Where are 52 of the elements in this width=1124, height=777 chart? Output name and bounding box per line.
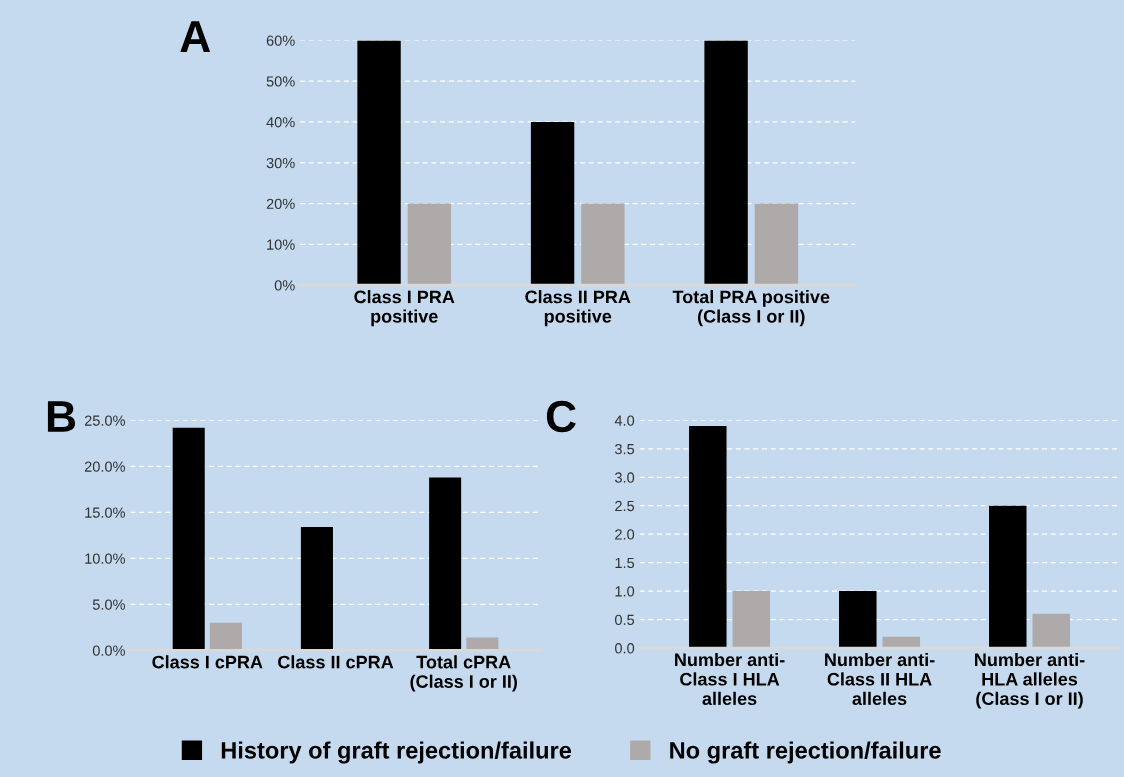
y-tick-label: 1.0: [615, 586, 635, 597]
x-tick-label: Class II cPRA: [278, 655, 394, 669]
x-tick-label: Number anti- Class I HLA alleles: [675, 652, 785, 706]
bar: [300, 527, 333, 651]
x-tick-label: Class I cPRA: [152, 655, 263, 669]
x-tick-label: Number anti- HLA alleles (Class I or II): [975, 652, 1085, 709]
bar: [839, 591, 877, 649]
bar: [466, 637, 499, 651]
legend-label: History of graft rejection/failure: [221, 741, 572, 764]
y-tick-label: 0.5: [614, 614, 635, 625]
y-tick-label: 5.0%: [92, 599, 126, 610]
x-tick-label: Class I PRA positive: [354, 290, 455, 327]
bar: [357, 40, 401, 286]
x-tick-label: Total cPRA (Class I or II): [410, 655, 518, 692]
y-tick-label: 40%: [266, 117, 295, 128]
bar: [530, 121, 575, 286]
chart-title: A: [180, 21, 211, 52]
x-tick-label: Class II PRA positive: [525, 290, 631, 327]
y-tick-label: 15.0%: [85, 507, 126, 518]
y-tick-label: 10%: [267, 239, 295, 250]
chart-title: B: [47, 401, 76, 432]
bar: [172, 427, 205, 651]
y-tick-label: 50%: [266, 76, 295, 87]
bar: [754, 203, 799, 286]
bar: [689, 426, 727, 649]
y-tick-label: 3.5: [614, 443, 635, 455]
y-tick-label: 60%: [266, 35, 295, 46]
y-tick-label: 20%: [266, 198, 295, 209]
bar: [989, 505, 1027, 649]
y-tick-label: 0%: [274, 280, 295, 291]
y-tick-label: 4.0: [614, 415, 635, 426]
y-tick-label: 20.0%: [84, 461, 126, 472]
y-tick-label: 30%: [266, 157, 295, 169]
y-tick-label: 0.0%: [92, 645, 126, 656]
legend-label: No graft rejection/failure: [670, 741, 941, 764]
y-tick-label: 25.0%: [84, 415, 126, 426]
bar: [581, 203, 625, 286]
bar: [407, 203, 452, 286]
y-tick-label: 3.0: [614, 472, 635, 483]
y-tick-label: 10.0%: [85, 553, 126, 564]
y-tick-label: 1.5: [615, 557, 635, 569]
bar: [209, 622, 242, 651]
bar: [1032, 613, 1071, 649]
y-tick-label: 0.0: [614, 643, 635, 654]
x-tick-label: Total PRA positive (Class I or II): [672, 290, 830, 327]
bar: [732, 591, 771, 649]
x-tick-label: Number anti- Class II HLA alleles: [825, 652, 935, 706]
y-tick-label: 2.0: [615, 529, 635, 540]
y-tick-label: 2.5: [615, 500, 635, 512]
bar: [704, 40, 748, 286]
chart-title: C: [546, 400, 576, 433]
bar: [429, 477, 462, 651]
